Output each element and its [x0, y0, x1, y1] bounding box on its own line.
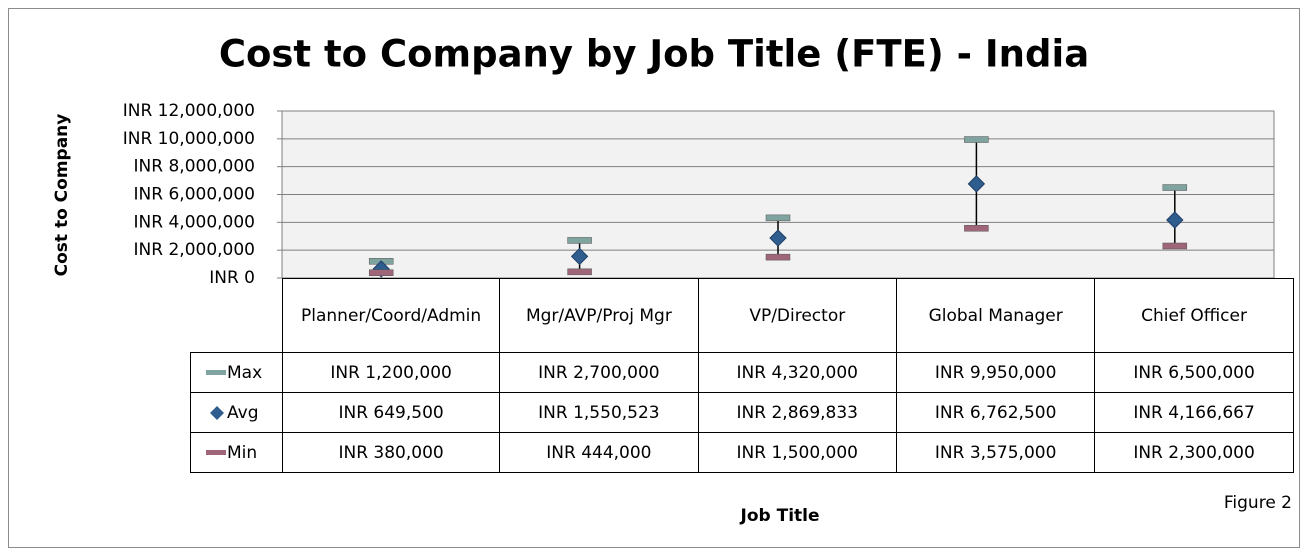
dash-marker	[567, 237, 592, 244]
legend-cell: Max	[190, 352, 283, 393]
y-tick-label: INR 8,000,000	[134, 157, 255, 177]
legend-cell: Min	[190, 432, 283, 473]
avg-marker	[570, 247, 589, 266]
category-label: Global Manager	[895, 278, 1096, 353]
category-label: Chief Officer	[1094, 278, 1294, 353]
figure-label: Figure 2	[1224, 493, 1292, 513]
legend-key	[206, 449, 226, 455]
dash-marker	[1162, 184, 1188, 191]
value-cell: INR 1,200,000	[281, 352, 501, 393]
dash-marker	[964, 224, 989, 232]
table-row: Avg INR 649,500 INR 1,550,523 INR 2,869,833…	[190, 392, 1294, 433]
value-cell: INR 1,550,523	[499, 392, 699, 433]
legend-key	[206, 369, 226, 375]
value-cell: INR 2,300,000	[1094, 432, 1294, 473]
dash-marker	[765, 253, 791, 261]
value-cell: INR 6,500,000	[1094, 352, 1294, 393]
y-tick-label: INR 4,000,000	[134, 212, 255, 232]
legend-label: Max	[227, 362, 263, 383]
table-corner	[191, 279, 283, 353]
category-label: Planner/Coord/Admin	[281, 278, 501, 353]
value-cell: INR 2,700,000	[499, 352, 699, 393]
legend-marker	[206, 449, 226, 455]
data-table: Planner/Coord/Admin Mgr/AVP/Proj Mgr VP/Di…	[190, 278, 1294, 473]
dash-marker	[368, 269, 394, 276]
chart: Cost to Company by Job Title (FTE) - Ind…	[52, 33, 1292, 527]
value-cell: INR 6,762,500	[895, 392, 1096, 433]
value-cell: INR 380,000	[281, 432, 501, 473]
value-cell: INR 9,950,000	[895, 352, 1096, 393]
y-tick-label: INR 2,000,000	[134, 240, 255, 260]
value-cell: INR 2,869,833	[697, 392, 897, 433]
category-label: VP/Director	[697, 278, 897, 353]
x-axis-label: Job Title	[740, 506, 820, 526]
dash-marker	[1162, 242, 1188, 250]
y-tick-label: INR 0	[209, 268, 255, 288]
avg-marker	[967, 175, 986, 193]
avg-marker	[769, 229, 787, 247]
legend-marker	[210, 405, 224, 420]
legend-cell: Avg	[190, 392, 283, 433]
legend-label: Min	[227, 442, 258, 463]
dash-marker	[964, 136, 989, 143]
avg-marker	[1166, 211, 1184, 229]
category-label: Mgr/AVP/Proj Mgr	[499, 278, 699, 353]
chart-container: Cost to Company by Job Title (FTE) - Ind…	[8, 8, 1300, 548]
value-cell: INR 4,166,667	[1094, 392, 1294, 433]
chart-title: Cost to Company by Job Title (FTE) - Ind…	[219, 33, 1089, 76]
dash-marker	[567, 268, 592, 276]
legend-label: Avg	[227, 402, 259, 423]
value-cell: INR 444,000	[499, 432, 699, 473]
table-header-row: Planner/Coord/Admin Mgr/AVP/Proj Mgr VP/Di…	[191, 278, 1294, 353]
y-tick-label: INR 10,000,000	[123, 129, 255, 149]
value-cell: INR 4,320,000	[697, 352, 897, 393]
y-tick-label: INR 12,000,000	[123, 101, 255, 121]
table-row: Max INR 1,200,000 INR 2,700,000 INR 4,320,0…	[190, 352, 1294, 393]
y-axis-label: Cost to Company	[52, 114, 72, 277]
dash-marker	[765, 214, 791, 222]
table-row: Min INR 380,000 INR 444,000 INR 1,500,000 IN…	[190, 432, 1294, 473]
y-tick-label: INR 6,000,000	[134, 185, 255, 205]
legend-marker	[206, 369, 226, 375]
value-cell: INR 1,500,000	[697, 432, 897, 473]
value-cell: INR 649,500	[281, 392, 501, 433]
value-cell: INR 3,575,000	[895, 432, 1096, 473]
legend-key	[210, 405, 224, 420]
